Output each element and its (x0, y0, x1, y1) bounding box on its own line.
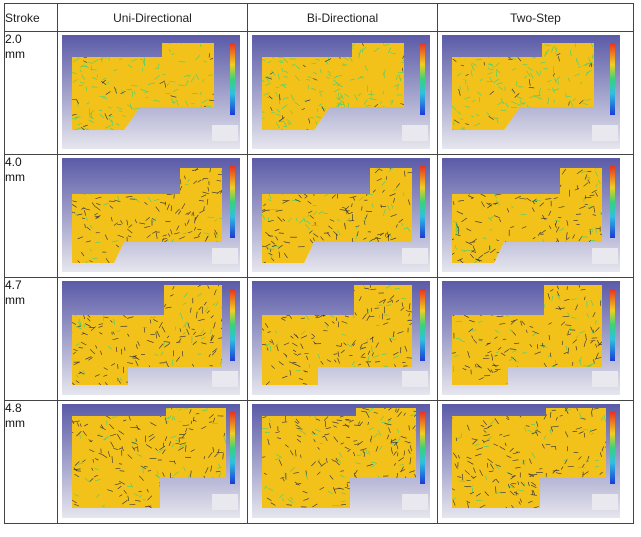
legend-range-box (592, 125, 618, 141)
legend-range-box (402, 125, 428, 141)
simulation-image (62, 158, 240, 272)
stroke-value: 2.0 (5, 32, 22, 46)
billet-shape (452, 168, 602, 263)
billet-shape (72, 285, 222, 385)
legend-range-box (592, 371, 618, 387)
legend-range-box (212, 125, 238, 141)
billet-shape (72, 168, 222, 263)
simulation-image (62, 281, 240, 395)
stroke-value: 4.8 (5, 401, 22, 415)
two-step-header: Two-Step (437, 3, 634, 32)
stroke-label: 4.8 mm (4, 400, 58, 524)
color-legend-bar (610, 289, 615, 361)
legend-range-box (592, 248, 618, 264)
color-legend-bar (230, 166, 235, 238)
stroke-label: 4.7 mm (4, 277, 58, 401)
legend-range-box (402, 494, 428, 510)
color-legend-bar (610, 412, 615, 484)
simulation-image (442, 158, 620, 272)
color-legend-bar (610, 166, 615, 238)
color-legend-bar (610, 43, 615, 115)
table-row: 4.0 mm (4, 154, 634, 278)
simulation-image (442, 281, 620, 395)
sim-cell-two-step (437, 31, 634, 155)
sim-cell-uni (57, 31, 248, 155)
color-legend-bar (230, 289, 235, 361)
stroke-unit: mm (5, 170, 25, 184)
legend-range-box (402, 248, 428, 264)
sim-cell-two-step (437, 400, 634, 524)
sim-cell-bi (247, 400, 438, 524)
simulation-image (442, 35, 620, 149)
billet-shape (262, 408, 416, 508)
billet-shape (452, 43, 594, 130)
color-legend-bar (420, 43, 425, 115)
simulation-image (252, 281, 430, 395)
bi-directional-header: Bi-Directional (247, 3, 438, 32)
table-row: 4.7 mm (4, 277, 634, 401)
stroke-value: 4.7 (5, 278, 22, 292)
sim-cell-two-step (437, 154, 634, 278)
sim-cell-bi (247, 277, 438, 401)
legend-range-box (212, 248, 238, 264)
uni-directional-header: Uni-Directional (57, 3, 248, 32)
legend-range-box (592, 494, 618, 510)
stroke-unit: mm (5, 47, 25, 61)
legend-range-box (402, 371, 428, 387)
simulation-image (252, 158, 430, 272)
stroke-value: 4.0 (5, 155, 22, 169)
legend-range-box (212, 371, 238, 387)
sim-cell-uni (57, 400, 248, 524)
sim-cell-two-step (437, 277, 634, 401)
color-legend-bar (230, 412, 235, 484)
stroke-unit: mm (5, 416, 25, 430)
color-legend-bar (420, 166, 425, 238)
sim-cell-uni (57, 154, 248, 278)
simulation-image (442, 404, 620, 518)
simulation-image (62, 35, 240, 149)
simulation-image (252, 404, 430, 518)
sim-cell-bi (247, 31, 438, 155)
stroke-unit: mm (5, 293, 25, 307)
header-row: Stroke Uni-Directional Bi-Directional Tw… (4, 3, 634, 32)
table-row: 2.0 mm (4, 31, 634, 155)
billet-shape (72, 408, 226, 508)
billet-shape (452, 408, 606, 508)
results-table: Stroke Uni-Directional Bi-Directional Tw… (4, 3, 634, 524)
stroke-label: 4.0 mm (4, 154, 58, 278)
simulation-image (62, 404, 240, 518)
stroke-header: Stroke (4, 3, 58, 32)
color-legend-bar (230, 43, 235, 115)
color-legend-bar (420, 412, 425, 484)
stroke-label: 2.0 mm (4, 31, 58, 155)
billet-shape (452, 285, 602, 385)
color-legend-bar (420, 289, 425, 361)
sim-cell-bi (247, 154, 438, 278)
legend-range-box (212, 494, 238, 510)
billet-shape (72, 43, 214, 130)
table-row: 4.8 mm (4, 400, 634, 524)
sim-cell-uni (57, 277, 248, 401)
billet-shape (262, 285, 412, 385)
billet-shape (262, 43, 404, 130)
simulation-image (252, 35, 430, 149)
